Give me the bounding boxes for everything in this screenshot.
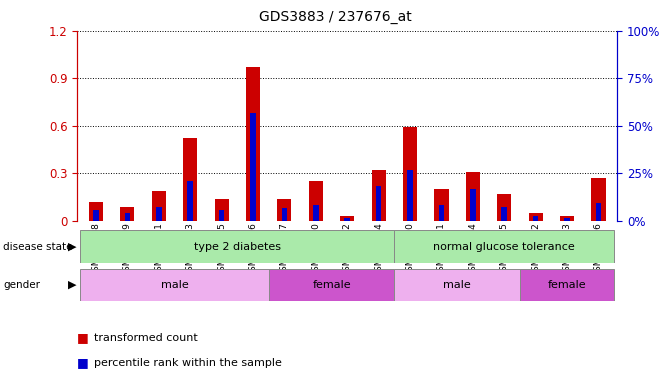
- Text: ■: ■: [77, 356, 93, 369]
- Bar: [340, 216, 354, 221]
- Bar: [560, 216, 574, 221]
- Bar: [89, 202, 103, 221]
- Bar: [434, 189, 448, 221]
- Bar: [564, 218, 570, 221]
- Bar: [183, 139, 197, 221]
- Bar: [309, 181, 323, 221]
- Bar: [466, 172, 480, 221]
- Bar: [497, 194, 511, 221]
- Bar: [344, 218, 350, 221]
- Bar: [187, 181, 193, 221]
- Text: type 2 diabetes: type 2 diabetes: [194, 242, 281, 252]
- Bar: [219, 210, 225, 221]
- Text: percentile rank within the sample: percentile rank within the sample: [94, 358, 282, 368]
- Bar: [372, 170, 386, 221]
- Bar: [501, 207, 507, 221]
- Bar: [156, 207, 162, 221]
- Text: ▶: ▶: [68, 280, 76, 290]
- Bar: [120, 207, 134, 221]
- Bar: [93, 210, 99, 221]
- Bar: [215, 199, 229, 221]
- Bar: [403, 127, 417, 221]
- Bar: [246, 67, 260, 221]
- Bar: [520, 269, 614, 301]
- Text: female: female: [312, 280, 351, 290]
- Bar: [395, 269, 520, 301]
- Bar: [470, 189, 476, 221]
- Text: GDS3883 / 237676_at: GDS3883 / 237676_at: [259, 10, 412, 23]
- Text: male: male: [444, 280, 471, 290]
- Bar: [81, 269, 268, 301]
- Bar: [591, 178, 605, 221]
- Bar: [81, 230, 395, 263]
- Text: transformed count: transformed count: [94, 333, 198, 343]
- Bar: [277, 199, 291, 221]
- Text: male: male: [160, 280, 189, 290]
- Bar: [152, 191, 166, 221]
- Bar: [125, 213, 130, 221]
- Bar: [407, 170, 413, 221]
- Text: normal glucose tolerance: normal glucose tolerance: [433, 242, 575, 252]
- Bar: [529, 213, 543, 221]
- Text: female: female: [548, 280, 586, 290]
- Bar: [596, 204, 601, 221]
- Bar: [395, 230, 614, 263]
- Bar: [313, 205, 319, 221]
- Text: disease state: disease state: [3, 242, 73, 252]
- Bar: [282, 208, 287, 221]
- Bar: [250, 113, 256, 221]
- Bar: [533, 216, 539, 221]
- Bar: [439, 205, 444, 221]
- Bar: [376, 186, 382, 221]
- Bar: [268, 269, 395, 301]
- Text: ▶: ▶: [68, 242, 76, 252]
- Text: ■: ■: [77, 331, 93, 344]
- Text: gender: gender: [3, 280, 40, 290]
